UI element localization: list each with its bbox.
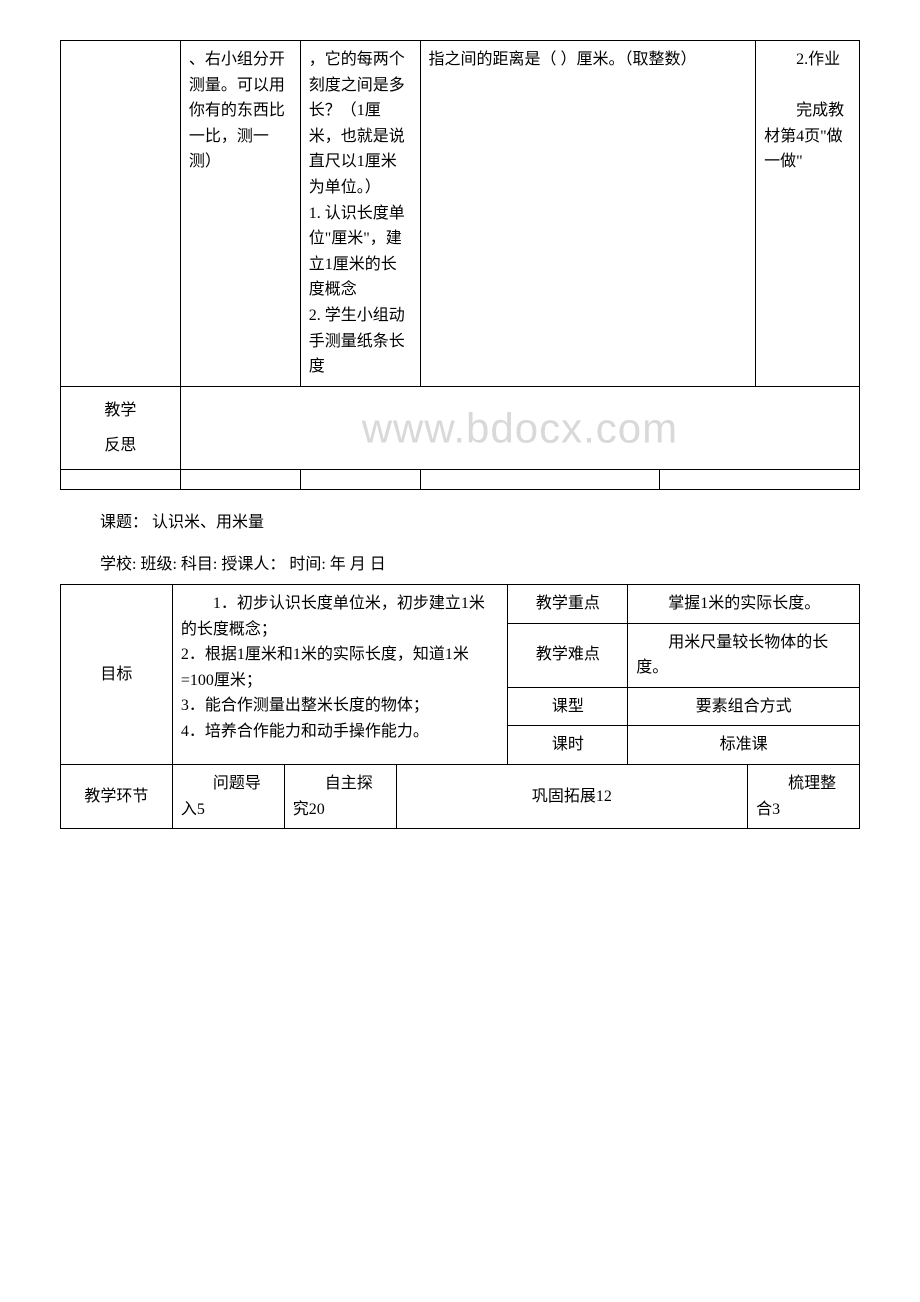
- goal-content: 1．初步认识长度单位米，初步建立1米的长度概念； 2．根据1厘米和1米的实际长度…: [172, 585, 508, 765]
- type-label: 课型: [508, 687, 628, 726]
- env-col1: 问题导入5: [172, 765, 284, 829]
- cell-col1: 、右小组分开测量。可以用你有的东西比一比，测一测）: [180, 41, 300, 387]
- cell-empty: [61, 470, 181, 490]
- lesson-title: 课题： 认识米、用米量: [100, 508, 860, 532]
- reflection-row: 教学 反思 www.bdocx.com: [61, 386, 860, 469]
- env-col4: 梳理整合3: [748, 765, 860, 829]
- cell-empty: [180, 470, 300, 490]
- key-label: 教学重点: [508, 585, 628, 624]
- hw-content: 完成教材第4页"做一做": [764, 98, 851, 175]
- watermark-text: www.bdocx.com: [362, 394, 678, 461]
- cell-col3: 指之间的距离是（ ）厘米。（取整数）: [420, 41, 756, 387]
- table-row: [61, 470, 860, 490]
- env-col2: 自主探究20: [284, 765, 396, 829]
- reflection-label: 教学 反思: [61, 386, 181, 469]
- env-col3: 巩固拓展12: [396, 765, 748, 829]
- env-label: 教学环节: [61, 765, 173, 829]
- period-label: 课时: [508, 726, 628, 765]
- cell-empty: [61, 41, 181, 387]
- table-row: 目标 1．初步认识长度单位米，初步建立1米的长度概念； 2．根据1厘米和1米的实…: [61, 585, 860, 624]
- table-row: 、右小组分开测量。可以用你有的东西比一比，测一测） ，它的每两个刻度之间是多长？…: [61, 41, 860, 387]
- difficulty-content: 用米尺量较长物体的长度。: [628, 623, 860, 687]
- lesson-table-1: 、右小组分开测量。可以用你有的东西比一比，测一测） ，它的每两个刻度之间是多长？…: [60, 40, 860, 490]
- difficulty-label: 教学难点: [508, 623, 628, 687]
- cell-col2: ，它的每两个刻度之间是多长？（1厘米，也就是说直尺以1厘米为单位。） 1. 认识…: [300, 41, 420, 387]
- period-content: 标准课: [628, 726, 860, 765]
- cell-empty: [420, 470, 660, 490]
- table-row: 教学环节 问题导入5 自主探究20 巩固拓展12 梳理整合3: [61, 765, 860, 829]
- hw-label: 2.作业: [764, 47, 851, 73]
- cell-col4: 2.作业 完成教材第4页"做一做": [756, 41, 860, 387]
- type-content: 要素组合方式: [628, 687, 860, 726]
- reflection-content: www.bdocx.com: [180, 386, 859, 469]
- key-content: 掌握1米的实际长度。: [628, 585, 860, 624]
- goal-label: 目标: [61, 585, 173, 765]
- lesson-meta: 学校: 班级: 科目: 授课人： 时间: 年 月 日: [100, 550, 860, 574]
- cell-empty: [300, 470, 420, 490]
- cell-empty: [660, 470, 860, 490]
- lesson-table-2: 目标 1．初步认识长度单位米，初步建立1米的长度概念； 2．根据1厘米和1米的实…: [60, 584, 860, 829]
